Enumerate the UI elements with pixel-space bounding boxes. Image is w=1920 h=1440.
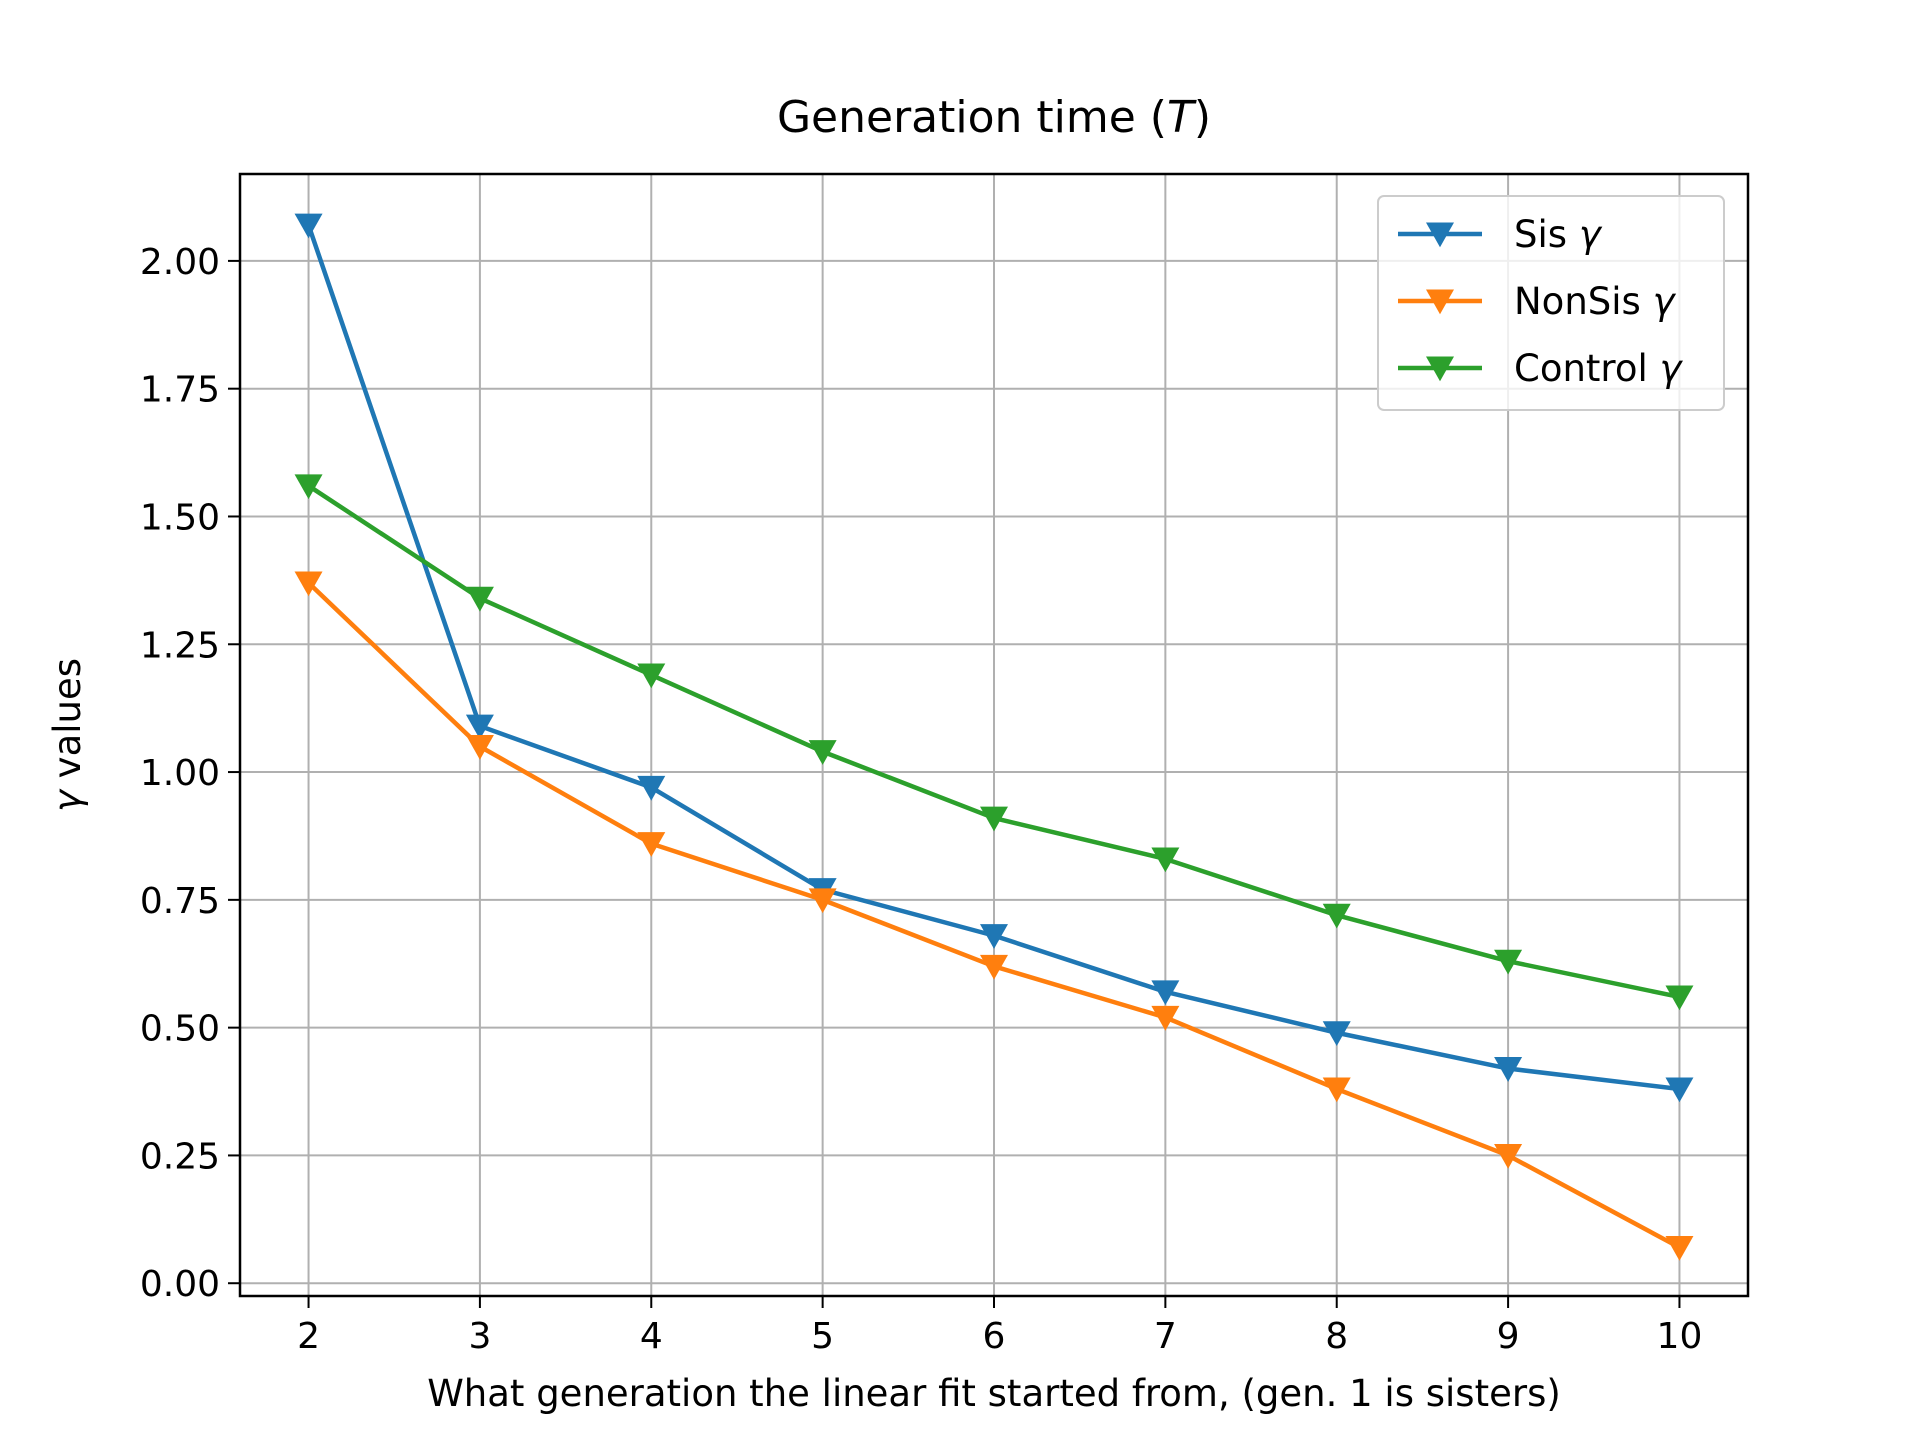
x-tick-label: 5 <box>811 1316 834 1357</box>
legend-marker <box>1426 222 1454 248</box>
legend-label: Control γ <box>1514 347 1684 390</box>
x-tick-label: 3 <box>468 1316 491 1357</box>
data-point-marker <box>465 714 494 740</box>
y-tick-label: 0.50 <box>140 1009 220 1050</box>
legend-label: Sis γ <box>1514 213 1603 256</box>
data-point-marker <box>1322 1021 1351 1047</box>
legend-item: NonSis γ <box>1398 280 1677 323</box>
legend-item: Sis γ <box>1398 213 1603 256</box>
data-point-marker <box>294 474 323 500</box>
x-tick-label: 8 <box>1325 1316 1348 1357</box>
legend-marker <box>1426 289 1454 315</box>
legend-marker <box>1426 356 1454 382</box>
data-point-marker <box>1665 985 1694 1011</box>
y-tick-label: 0.25 <box>140 1136 220 1177</box>
x-tick-label: 10 <box>1657 1316 1703 1357</box>
chart-title: Generation time (T) <box>777 92 1211 143</box>
data-point-marker <box>637 663 666 689</box>
data-point-marker <box>1494 1143 1523 1169</box>
series-1 <box>294 213 1694 1103</box>
legend-box <box>1377 195 1725 411</box>
y-tick-label: 2.00 <box>140 242 220 283</box>
x-tick-label: 9 <box>1497 1316 1520 1357</box>
data-point-marker <box>808 740 837 765</box>
y-tick-label: 1.75 <box>140 370 220 411</box>
data-point-marker <box>980 954 1008 980</box>
x-axis-label: What generation the linear fit started f… <box>427 1372 1561 1415</box>
x-tick-label: 4 <box>640 1316 663 1357</box>
data-point-marker <box>1494 1057 1523 1082</box>
data-point-marker <box>1322 903 1351 929</box>
y-tick-label: 1.00 <box>140 753 220 794</box>
y-tick-label: 0.00 <box>140 1264 220 1305</box>
data-point-marker <box>1151 980 1180 1006</box>
data-point-marker <box>294 571 323 597</box>
data-point-marker <box>294 213 323 239</box>
series-2 <box>294 571 1694 1261</box>
series-3 <box>294 474 1694 1011</box>
y-tick-label: 1.50 <box>140 497 220 538</box>
data-point-marker <box>1151 847 1180 873</box>
y-axis-label: γ values <box>46 658 89 812</box>
data-point-marker <box>1322 1077 1351 1103</box>
data-point-marker <box>808 888 837 914</box>
y-tick-label: 0.75 <box>140 881 220 922</box>
data-point-marker <box>1665 1077 1694 1103</box>
data-point-marker <box>637 832 666 857</box>
data-point-marker <box>1151 1005 1180 1031</box>
legend-item: Control γ <box>1398 347 1684 390</box>
data-point-marker <box>1494 949 1523 975</box>
data-point-marker <box>465 735 494 760</box>
x-tick-label: 6 <box>983 1316 1006 1357</box>
x-tick-label: 2 <box>297 1316 320 1357</box>
data-point-marker <box>980 924 1008 949</box>
legend-label: NonSis γ <box>1514 280 1677 323</box>
legend: Sis γ NonSis γ Control γ <box>1377 195 1725 411</box>
data-point-marker <box>1665 1235 1694 1261</box>
y-tick-label: 1.25 <box>140 625 220 666</box>
series-layer <box>294 213 1694 1261</box>
ticks: 2 3 4 5 6 7 8 9 10 0.00 0.25 0.50 0.75 1.00 1.25 1.50 1.… <box>140 242 1703 1357</box>
data-point-marker <box>637 775 666 801</box>
data-point-marker <box>465 586 494 612</box>
data-point-marker <box>980 806 1008 832</box>
x-tick-label: 7 <box>1154 1316 1177 1357</box>
